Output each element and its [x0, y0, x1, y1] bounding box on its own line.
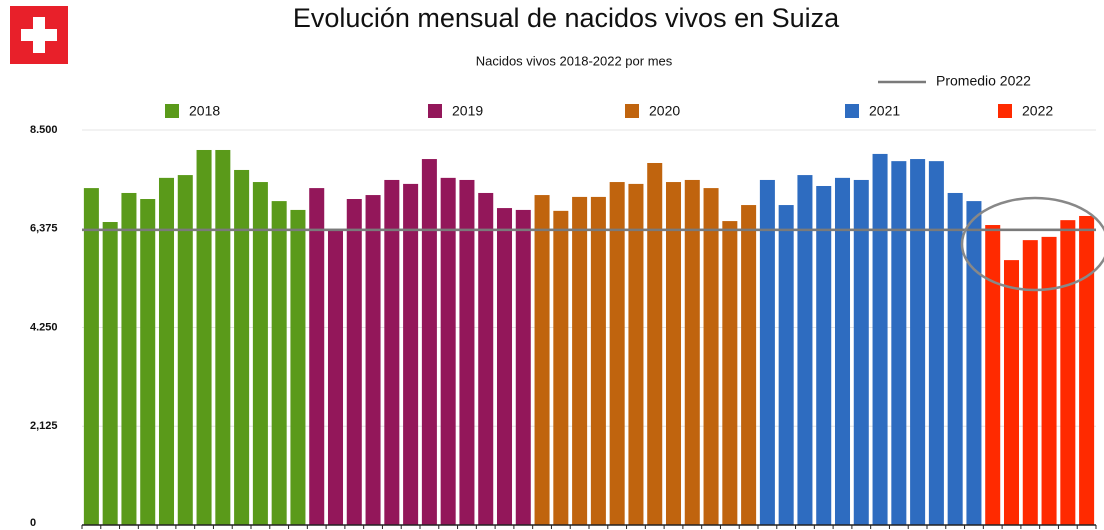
- bar: [384, 179, 400, 526]
- chart-title: Evolución mensual de nacidos vivos en Su…: [293, 3, 840, 33]
- bar: [1022, 240, 1038, 525]
- bar: [140, 199, 156, 525]
- bar: [478, 192, 494, 525]
- legend-swatch: [165, 104, 179, 118]
- bar: [834, 177, 851, 526]
- bar: [346, 199, 362, 525]
- bar: [722, 221, 738, 526]
- bar: [665, 182, 682, 525]
- legend-label: 2022: [1022, 103, 1053, 119]
- bar: [440, 177, 456, 526]
- legend-swatch: [998, 104, 1012, 118]
- bar: [609, 182, 625, 525]
- bar: [515, 209, 531, 525]
- legend-label: 2021: [869, 103, 900, 119]
- bar: [290, 209, 306, 525]
- bar: [891, 161, 907, 525]
- bar: [196, 149, 212, 525]
- legend-label: 2019: [452, 103, 483, 119]
- bar: [778, 205, 794, 526]
- bar: [234, 169, 250, 525]
- bar: [872, 153, 888, 525]
- bar: [534, 195, 550, 525]
- swiss-flag: [10, 6, 68, 64]
- bar: [177, 175, 193, 525]
- bar: [158, 177, 175, 526]
- bar: [327, 228, 344, 525]
- legend-swatch: [428, 104, 442, 118]
- legend-swatch: [845, 104, 859, 118]
- highlight-ellipse: [960, 196, 1104, 292]
- bar: [403, 183, 419, 525]
- bar: [271, 201, 287, 525]
- bar: [928, 161, 944, 525]
- bar: [309, 188, 325, 525]
- y-tick-label: 2,125: [30, 420, 58, 432]
- legend-swatch: [625, 104, 639, 118]
- bar: [252, 182, 268, 525]
- bar: [684, 179, 700, 526]
- bar: [365, 195, 381, 525]
- bar: [647, 162, 663, 525]
- bar: [1079, 215, 1095, 525]
- bar: [966, 201, 982, 525]
- bar: [1060, 220, 1076, 525]
- bar: [215, 149, 231, 525]
- bar: [421, 159, 437, 525]
- bar: [628, 183, 644, 525]
- bar: [496, 208, 513, 525]
- bar: [1003, 260, 1020, 525]
- legend-label: 2020: [649, 103, 680, 119]
- legend-label: 2018: [189, 103, 220, 119]
- bar: [553, 210, 569, 525]
- bar: [572, 196, 588, 525]
- bar: [853, 179, 869, 526]
- bar: [703, 188, 719, 525]
- y-tick-label: 6,375: [30, 223, 58, 235]
- bar: [741, 205, 757, 526]
- bar: [459, 179, 475, 526]
- bar: [985, 225, 1001, 525]
- y-tick-label: 0: [30, 517, 36, 529]
- bar: [83, 188, 99, 525]
- y-tick-label: 4.250: [30, 321, 58, 333]
- legend-average-label: Promedio 2022: [936, 73, 1031, 89]
- bar: [102, 222, 118, 525]
- bar: [910, 159, 926, 525]
- bar: [1041, 236, 1057, 525]
- bar: [759, 179, 775, 526]
- y-tick-label: 8.500: [30, 124, 58, 136]
- flag-cross: [21, 29, 57, 41]
- bar: [947, 192, 963, 525]
- bar: [797, 175, 813, 525]
- bar: [590, 196, 606, 525]
- bar: [121, 192, 137, 525]
- bar: [816, 185, 832, 525]
- chart-subtitle: Nacidos vivos 2018-2022 por mes: [476, 53, 673, 68]
